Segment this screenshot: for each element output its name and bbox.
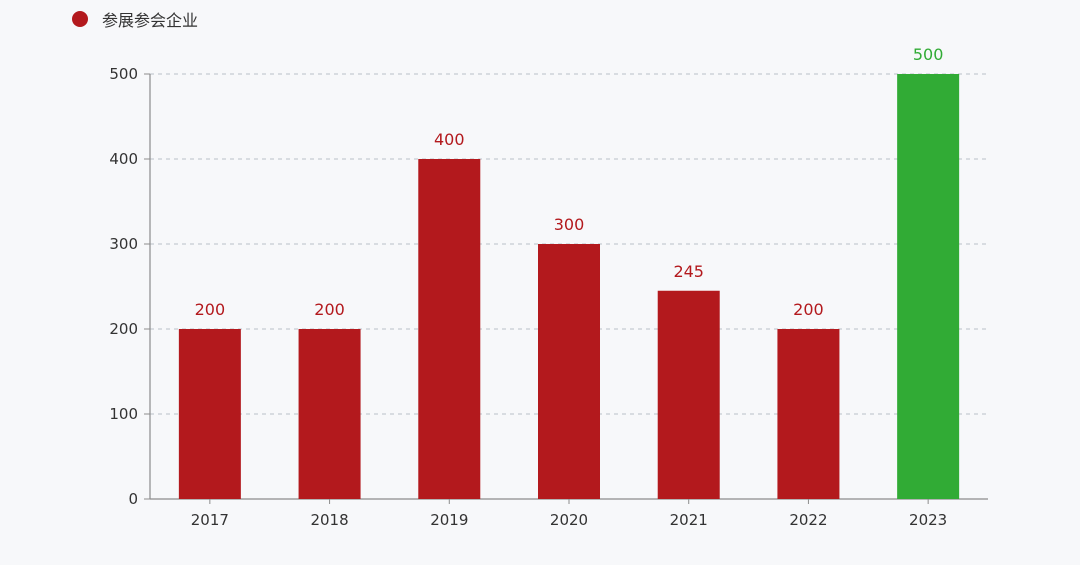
bar [897,74,960,499]
x-tick-label: 2017 [191,511,229,529]
y-tick-label: 400 [109,150,138,168]
bar [298,329,361,499]
y-tick-label: 100 [109,405,138,423]
bar [538,244,600,499]
bar [657,290,720,499]
legend-marker [72,11,88,27]
data-label: 245 [673,262,704,281]
y-tick-label: 300 [109,235,138,253]
bar [777,329,840,499]
data-label: 300 [554,215,585,234]
data-label: 500 [913,45,944,64]
x-tick-label: 2018 [310,511,348,529]
y-tick-label: 0 [128,490,138,508]
bar [418,159,481,499]
x-tick-label: 2020 [550,511,588,529]
data-label: 200 [195,300,226,319]
x-tick-label: 2019 [430,511,468,529]
x-tick-label: 2023 [909,511,947,529]
x-tick-label: 2022 [789,511,827,529]
legend-label: 参展参会企业 [102,11,199,30]
data-label: 200 [793,300,824,319]
x-tick-label: 2021 [670,511,708,529]
data-label: 400 [434,130,465,149]
y-tick-label: 200 [109,320,138,338]
legend: 参展参会企业 [72,8,198,30]
bar [178,329,241,499]
data-label: 200 [314,300,345,319]
y-tick-label: 500 [109,65,138,83]
